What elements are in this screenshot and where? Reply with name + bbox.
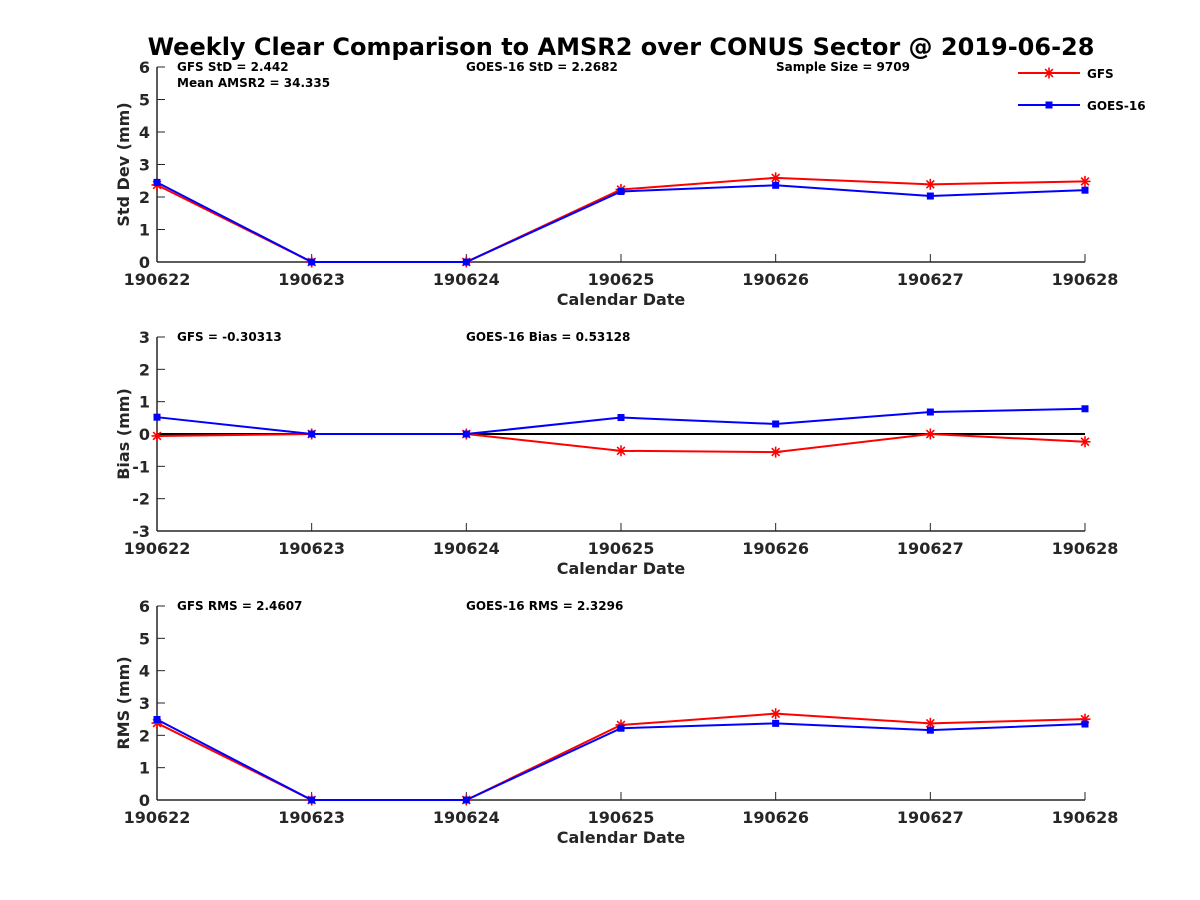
chart-title: Weekly Clear Comparison to AMSR2 over CO…: [148, 33, 1095, 61]
x-tick-label: 190624: [433, 539, 500, 558]
annotation-left: GFS StD = 2.442: [177, 60, 289, 74]
y-tick-label: 4: [139, 662, 150, 681]
data-point-goes-16: [772, 181, 780, 189]
y-axis-title: Std Dev (mm): [114, 102, 133, 226]
annotation-middle: GOES-16 Bias = 0.53128: [466, 330, 630, 344]
subplot-3: 0 1 2 3 4 5 6 190622 190623 190624 190625 190626 190…: [114, 597, 1118, 847]
x-tick-label: 190628: [1052, 539, 1119, 558]
y-tick-label: 2: [139, 360, 150, 379]
x-tick-label: 190624: [433, 270, 500, 289]
legend-label-gfs: GFS: [1087, 67, 1114, 81]
y-tick-label: 0: [139, 425, 150, 444]
legend-marker-goes-16: [1045, 101, 1053, 109]
data-point-goes-16: [153, 178, 161, 186]
data-point-goes-16: [617, 414, 625, 422]
y-tick-label: 6: [139, 58, 150, 77]
x-tick-label: 190627: [897, 808, 964, 827]
data-point-goes-16: [926, 192, 934, 200]
x-tick-label: 190628: [1052, 808, 1119, 827]
y-axis-title: Bias (mm): [114, 388, 133, 480]
annotation-middle: GOES-16 RMS = 2.3296: [466, 599, 623, 613]
x-tick-label: 190627: [897, 539, 964, 558]
y-tick-label: 1: [139, 221, 150, 240]
x-tick-label: 190622: [124, 270, 191, 289]
x-axis-title: Calendar Date: [557, 559, 686, 578]
data-point-goes-16: [462, 430, 470, 438]
annotation-left: GFS = -0.30313: [177, 330, 282, 344]
data-point-goes-16: [153, 413, 161, 421]
y-tick-label: 3: [139, 694, 150, 713]
data-point-goes-16: [462, 796, 470, 804]
data-point-goes-16: [308, 258, 316, 266]
data-point-gfs: [1079, 175, 1091, 187]
data-point-gfs: [770, 446, 782, 458]
data-point-gfs: [924, 178, 936, 190]
data-point-gfs: [770, 708, 782, 720]
data-point-gfs: [1079, 436, 1091, 448]
annotation-left-2: Mean AMSR2 = 34.335: [177, 76, 330, 90]
x-tick-label: 190624: [433, 808, 500, 827]
x-tick-label: 190623: [278, 539, 345, 558]
y-tick-label: 5: [139, 91, 150, 110]
subplot-1: 0 1 2 3 4 5 6 190622 190623 190624 190625 190626 190…: [114, 58, 1118, 309]
x-tick-label: 190628: [1052, 270, 1119, 289]
legend-marker-gfs: [1043, 67, 1055, 79]
annotation-right: Sample Size = 9709: [776, 60, 910, 74]
y-tick-label: 3: [139, 328, 150, 347]
x-tick-label: 190626: [742, 539, 809, 558]
data-point-goes-16: [153, 715, 161, 723]
subplots: 0 1 2 3 4 5 6 190622 190623 190624 190625 190626 190…: [114, 58, 1118, 847]
data-point-gfs: [770, 172, 782, 184]
annotation-left: GFS RMS = 2.4607: [177, 599, 302, 613]
x-axis-title: Calendar Date: [557, 828, 686, 847]
data-point-goes-16: [308, 796, 316, 804]
y-tick-label: 0: [139, 791, 150, 810]
x-tick-label: 190623: [278, 270, 345, 289]
data-point-goes-16: [1081, 405, 1089, 413]
data-point-goes-16: [926, 408, 934, 416]
subplot-2: -3 -2 -1 0 1 2 3 190622 190623 190624 190625 190626…: [114, 328, 1118, 578]
y-tick-label: -1: [132, 457, 150, 476]
data-point-gfs: [615, 445, 627, 457]
y-tick-label: 6: [139, 597, 150, 616]
x-tick-label: 190623: [278, 808, 345, 827]
y-tick-label: -3: [132, 522, 150, 541]
legend-label-goes-16: GOES-16: [1087, 99, 1146, 113]
data-point-gfs: [924, 428, 936, 440]
data-point-goes-16: [1081, 720, 1089, 728]
data-point-goes-16: [1081, 186, 1089, 194]
y-tick-label: 2: [139, 726, 150, 745]
data-point-goes-16: [772, 420, 780, 428]
data-point-goes-16: [462, 258, 470, 266]
x-tick-label: 190626: [742, 808, 809, 827]
data-point-goes-16: [617, 724, 625, 732]
y-tick-label: 1: [139, 393, 150, 412]
y-tick-label: 5: [139, 629, 150, 648]
legend: GFS GOES-16: [1018, 67, 1146, 113]
x-tick-label: 190626: [742, 270, 809, 289]
data-point-goes-16: [617, 187, 625, 195]
x-tick-label: 190622: [124, 808, 191, 827]
data-point-goes-16: [772, 719, 780, 727]
annotation-middle: GOES-16 StD = 2.2682: [466, 60, 618, 74]
x-axis-title: Calendar Date: [557, 290, 686, 309]
data-point-goes-16: [926, 726, 934, 734]
x-tick-label: 190625: [588, 539, 655, 558]
x-tick-label: 190625: [588, 270, 655, 289]
y-tick-label: 0: [139, 253, 150, 272]
y-tick-label: -2: [132, 490, 150, 509]
y-tick-label: 4: [139, 123, 150, 142]
y-tick-label: 1: [139, 759, 150, 778]
data-point-goes-16: [308, 430, 316, 438]
x-tick-label: 190627: [897, 270, 964, 289]
y-tick-label: 2: [139, 188, 150, 207]
x-tick-label: 190622: [124, 539, 191, 558]
x-tick-label: 190625: [588, 808, 655, 827]
data-point-gfs: [151, 430, 163, 442]
y-axis-title: RMS (mm): [114, 656, 133, 749]
y-tick-label: 3: [139, 156, 150, 175]
